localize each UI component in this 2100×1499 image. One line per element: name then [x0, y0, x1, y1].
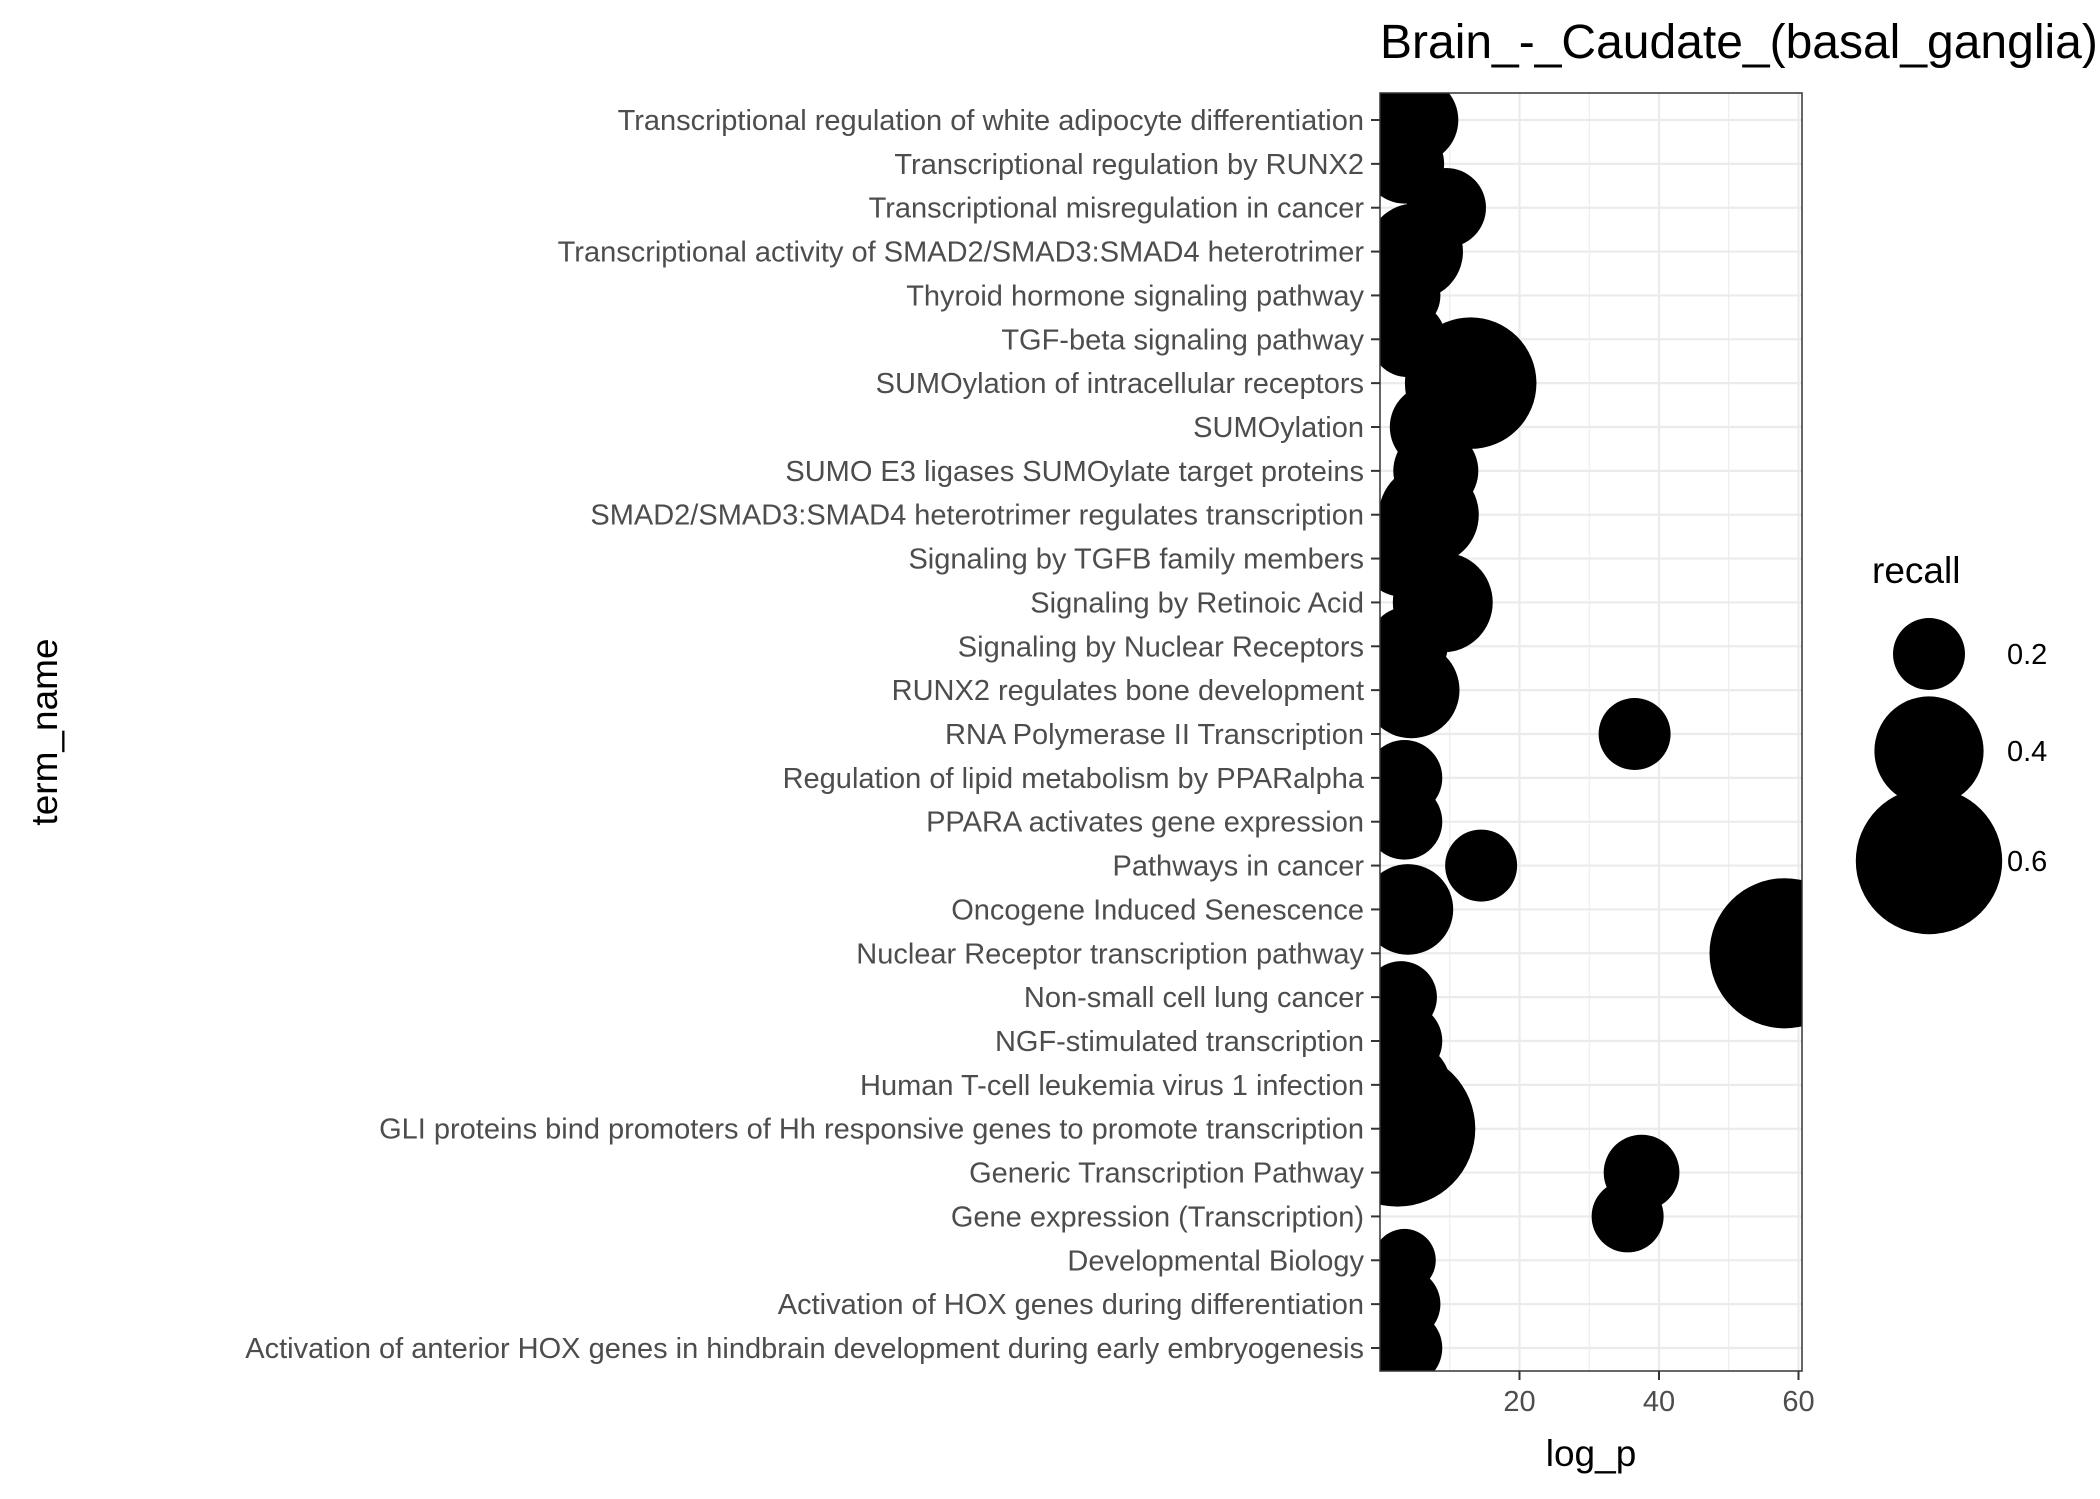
y-tick-label: SMAD2/SMAD3:SMAD4 heterotrimer regulates… [590, 500, 1364, 532]
x-tick-label: 60 [1782, 1386, 1814, 1418]
y-tick-label: GLI proteins bind promoters of Hh respon… [379, 1114, 1364, 1146]
y-tick-label: Human T-cell leukemia virus 1 infection [860, 1070, 1364, 1102]
data-point [1598, 698, 1671, 770]
y-tick-label: Transcriptional activity of SMAD2/SMAD3:… [558, 237, 1365, 269]
data-point [1380, 1310, 1443, 1371]
x-axis-label: log_p [1546, 1433, 1637, 1474]
y-tick-label: RNA Polymerase II Transcription [945, 719, 1364, 751]
y-tick-label: Gene expression (Transcription) [951, 1201, 1364, 1233]
y-tick-label: Non-small cell lung cancer [1024, 982, 1364, 1014]
data-point [1591, 1180, 1664, 1253]
y-tick-label: Activation of anterior HOX genes in hind… [245, 1333, 1364, 1365]
y-tick-label: Transcriptional regulation of white adip… [618, 105, 1364, 137]
data-point [1380, 642, 1460, 739]
legend-title: recall [1872, 550, 1960, 591]
x-tick-label: 40 [1643, 1386, 1675, 1418]
legend-key [1893, 618, 1965, 690]
y-tick-label: SUMO E3 ligases SUMOylate target protein… [785, 456, 1364, 488]
y-tick-label: Thyroid hormone signaling pathway [906, 280, 1364, 312]
y-tick-label: NGF-stimulated transcription [995, 1026, 1364, 1058]
data-point [1445, 829, 1518, 902]
legend-key [1874, 696, 1984, 806]
y-tick-label: Oncogene Induced Senescence [951, 894, 1364, 926]
data-point [1380, 1050, 1476, 1207]
legend-key [1855, 787, 2003, 935]
y-tick-label: Signaling by Retinoic Acid [1030, 587, 1364, 619]
y-tick-label: PPARA activates gene expression [926, 807, 1364, 839]
y-tick-label: Developmental Biology [1067, 1245, 1364, 1277]
y-tick-label: Signaling by TGFB family members [908, 544, 1364, 576]
y-tick-label: Pathways in cancer [1113, 851, 1365, 883]
y-tick-label: Nuclear Receptor transcription pathway [856, 938, 1364, 970]
data-point [1709, 878, 1802, 1029]
legend-label: 0.2 [2007, 639, 2047, 671]
x-tick-label: 20 [1503, 1386, 1535, 1418]
y-tick-label: Regulation of lipid metabolism by PPARal… [783, 763, 1365, 795]
data-point [1380, 783, 1443, 860]
y-tick-label: Transcriptional regulation by RUNX2 [894, 149, 1364, 181]
legend-label: 0.4 [2007, 736, 2047, 768]
y-axis: Transcriptional regulation of white adip… [245, 105, 1380, 1365]
data-point [1380, 864, 1454, 955]
y-tick-label: RUNX2 regulates bone development [892, 675, 1364, 707]
y-tick-label: Activation of HOX genes during different… [778, 1289, 1364, 1321]
y-axis-label: term_name [24, 638, 65, 825]
y-tick-label: SUMOylation [1193, 412, 1364, 444]
chart-title: Brain_-_Caudate_(basal_ganglia) [1380, 16, 2098, 69]
legend-label: 0.6 [2007, 846, 2047, 878]
legend: recall 0.2 0.4 0.6 [1855, 550, 2047, 935]
y-tick-label: Signaling by Nuclear Receptors [958, 631, 1364, 663]
y-tick-label: Generic Transcription Pathway [969, 1158, 1364, 1190]
y-tick-label: SUMOylation of intracellular receptors [876, 368, 1364, 400]
y-tick-label: TGF-beta signaling pathway [1001, 324, 1364, 356]
plot-border [1379, 92, 1803, 1372]
y-tick-label: Transcriptional misregulation in cancer [869, 193, 1365, 225]
x-axis: 20 40 60 [1503, 1371, 1815, 1418]
data-points [1380, 93, 1802, 1371]
